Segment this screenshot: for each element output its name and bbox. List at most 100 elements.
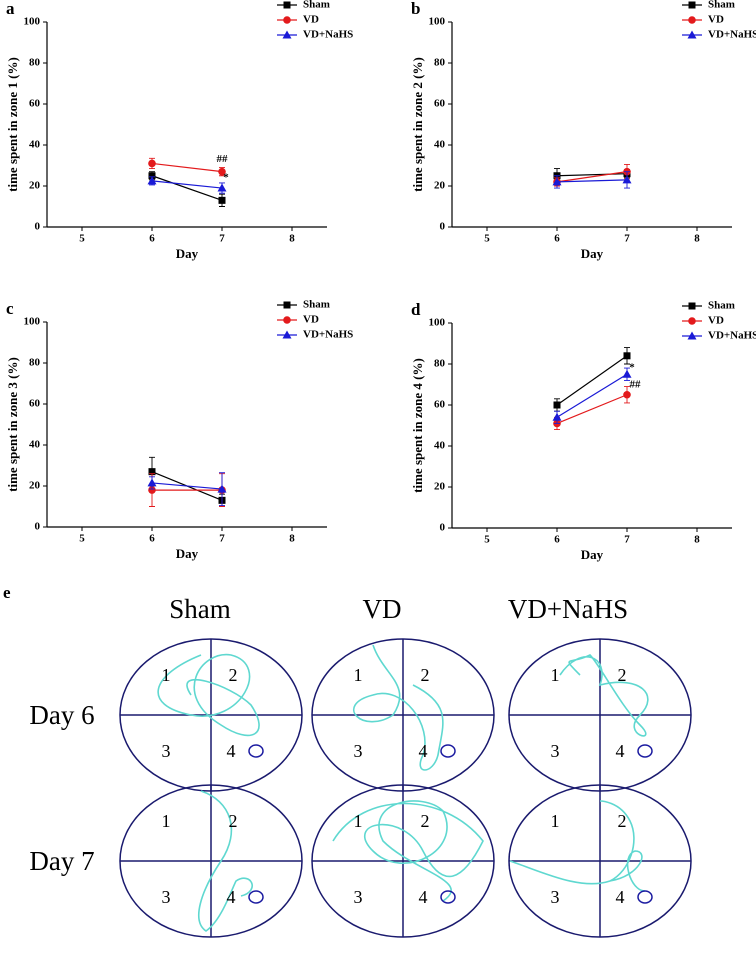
annotation: ## — [630, 378, 642, 390]
series-line — [151, 482, 223, 490]
legend-label: VD+NaHS — [303, 329, 353, 341]
y-tick-label: 0 — [35, 221, 41, 233]
quadrant-label: 3 — [551, 741, 560, 761]
legend-marker — [282, 30, 292, 39]
y-tick-label: 100 — [429, 317, 446, 329]
annotation: ## — [217, 153, 229, 165]
legend-marker — [283, 301, 291, 309]
y-tick-label: 100 — [24, 316, 41, 328]
x-tick-label: 8 — [694, 233, 700, 245]
marker — [217, 484, 227, 493]
marker — [217, 183, 227, 192]
y-tick-label: 20 — [434, 180, 446, 192]
arena: 1 2 3 4 — [508, 638, 692, 792]
marker — [148, 172, 156, 180]
x-axis-label: Day — [581, 547, 604, 562]
legend-marker — [688, 317, 696, 325]
y-axis-label: time spent in zone 3 (%) — [5, 357, 20, 492]
platform — [248, 744, 264, 758]
quadrant-label: 4 — [227, 741, 236, 761]
swim-track — [198, 790, 253, 932]
legend-label: VD+NaHS — [303, 29, 353, 41]
legend-label: Sham — [303, 0, 330, 11]
arena: 1 2 3 4 — [508, 784, 692, 938]
x-tick-label: 8 — [289, 533, 295, 545]
marker — [148, 468, 156, 476]
y-tick-label: 60 — [29, 98, 41, 110]
platform — [637, 890, 653, 904]
series-line — [151, 180, 223, 189]
y-tick-label: 40 — [434, 440, 446, 452]
marker — [218, 196, 226, 204]
x-tick-label: 7 — [219, 233, 225, 245]
arena: 1 2 3 4 — [311, 784, 495, 938]
legend-label: VD — [708, 14, 724, 26]
legend-label: Sham — [708, 300, 735, 312]
platform — [440, 890, 456, 904]
quadrant-label: 3 — [162, 741, 171, 761]
arena: 1 2 3 4 — [119, 784, 303, 938]
legend-marker — [688, 1, 696, 9]
quadrant-label: 1 — [162, 665, 171, 685]
x-tick-label: 7 — [219, 533, 225, 545]
y-axis-label: time spent in zone 2 (%) — [410, 57, 425, 192]
series-line — [151, 175, 223, 201]
annotation: * — [629, 361, 635, 373]
platform — [248, 890, 264, 904]
marker — [623, 352, 631, 360]
quadrant-label: 1 — [162, 811, 171, 831]
marker — [622, 369, 632, 378]
y-tick-label: 40 — [434, 139, 446, 151]
legend-marker — [283, 316, 291, 324]
arena: 1 2 3 4 — [119, 638, 303, 792]
legend-label: VD+NaHS — [708, 330, 756, 342]
legend-label: VD — [708, 315, 724, 327]
panel-label: a — [6, 0, 15, 18]
series-line — [556, 171, 628, 183]
legend-label: VD — [303, 314, 319, 326]
swim-track — [352, 644, 444, 771]
quadrant-label: 2 — [229, 665, 238, 685]
legend-marker — [687, 331, 697, 340]
y-tick-label: 60 — [434, 399, 446, 411]
marker — [218, 167, 226, 176]
marker — [147, 176, 157, 185]
y-tick-label: 60 — [434, 98, 446, 110]
quadrant-label: 2 — [618, 665, 627, 685]
quadrant-label: 1 — [354, 811, 363, 831]
marker — [148, 486, 156, 494]
marker — [147, 478, 157, 487]
x-tick-label: 5 — [484, 233, 490, 245]
y-tick-label: 40 — [29, 439, 41, 451]
y-tick-label: 60 — [29, 398, 41, 410]
y-tick-label: 20 — [29, 480, 41, 492]
y-tick-label: 20 — [434, 481, 446, 493]
swim-track — [559, 654, 649, 737]
x-tick-label: 5 — [79, 233, 85, 245]
y-tick-label: 80 — [29, 57, 41, 69]
quadrant-label: 3 — [551, 887, 560, 907]
legend-marker — [283, 16, 291, 24]
quadrant-label: 3 — [354, 887, 363, 907]
legend-marker — [688, 302, 696, 310]
quadrant-label: 1 — [551, 665, 560, 685]
x-axis-label: Day — [581, 246, 604, 261]
panel-label: b — [411, 0, 420, 18]
series-line — [151, 162, 223, 173]
x-tick-label: 6 — [149, 533, 155, 545]
x-tick-label: 7 — [624, 534, 630, 546]
series-line — [556, 173, 628, 177]
legend-label: VD+NaHS — [708, 29, 756, 41]
quadrant-label: 1 — [551, 811, 560, 831]
series-line — [556, 373, 628, 418]
series-line — [556, 394, 628, 425]
y-axis-label: time spent in zone 1 (%) — [5, 57, 20, 192]
legend-label: VD — [303, 14, 319, 26]
x-axis-label: Day — [176, 246, 199, 261]
quadrant-label: 3 — [162, 887, 171, 907]
quadrant-label: 2 — [618, 811, 627, 831]
series-line — [556, 179, 628, 183]
y-tick-label: 100 — [429, 16, 446, 28]
x-tick-label: 7 — [624, 233, 630, 245]
